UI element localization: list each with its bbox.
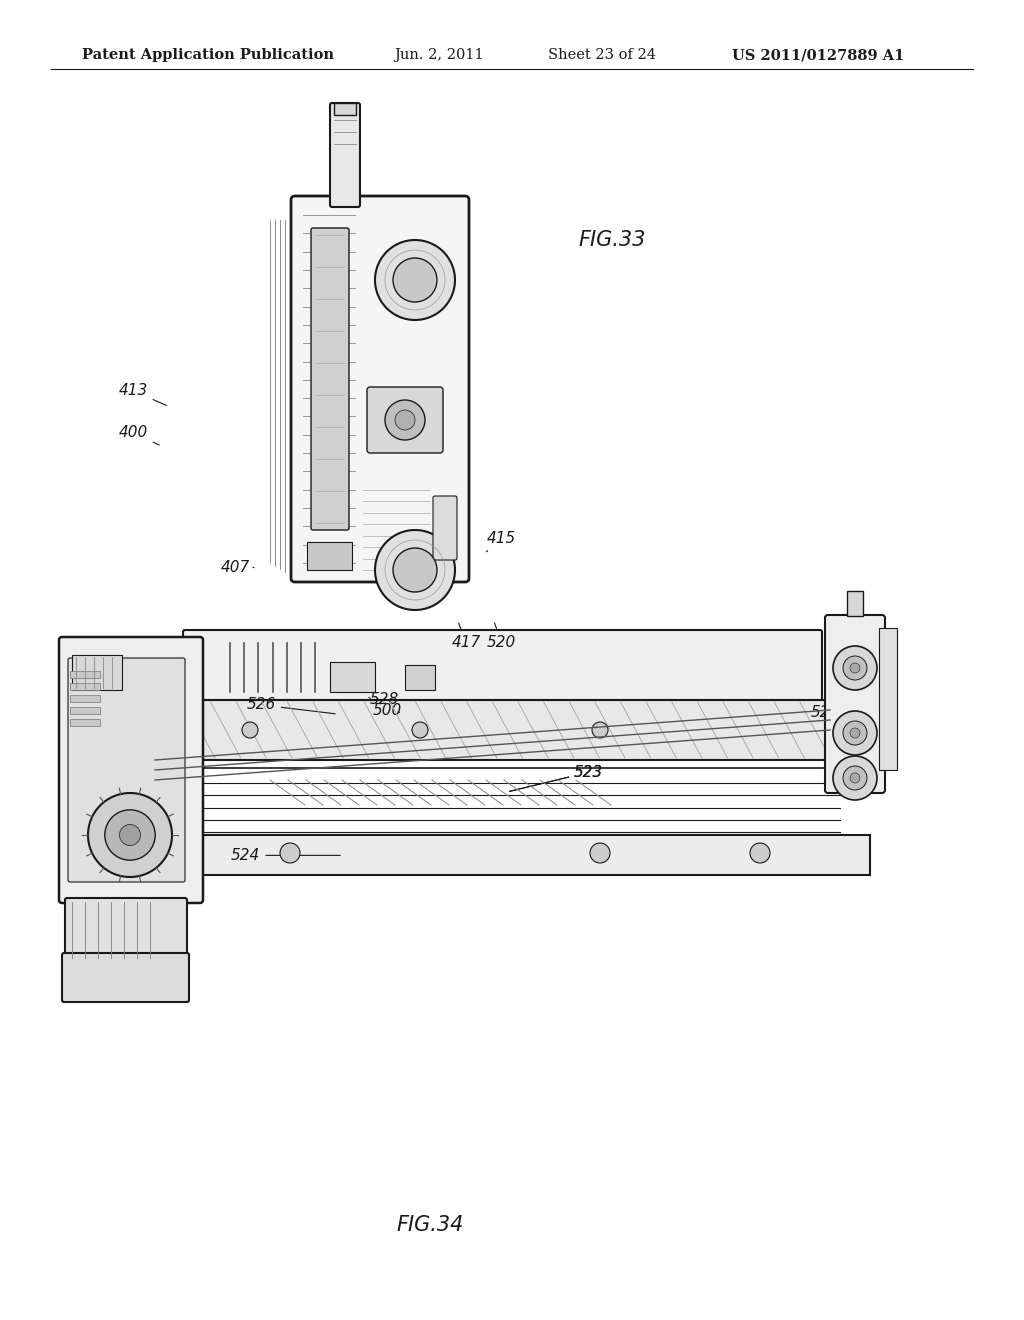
- Text: 400: 400: [119, 425, 160, 445]
- Circle shape: [375, 240, 455, 319]
- Circle shape: [592, 722, 608, 738]
- Circle shape: [393, 257, 437, 302]
- Circle shape: [590, 843, 610, 863]
- Bar: [70, 696, 100, 702]
- Circle shape: [104, 809, 156, 861]
- Circle shape: [412, 722, 428, 738]
- FancyBboxPatch shape: [367, 387, 443, 453]
- Bar: [847, 591, 863, 616]
- Text: 526: 526: [247, 697, 335, 714]
- Circle shape: [850, 774, 860, 783]
- Text: 522: 522: [811, 700, 840, 721]
- Bar: [879, 628, 897, 770]
- Circle shape: [385, 400, 425, 440]
- Circle shape: [88, 793, 172, 876]
- Bar: [72, 655, 122, 690]
- FancyBboxPatch shape: [825, 615, 885, 793]
- Circle shape: [833, 756, 877, 800]
- FancyBboxPatch shape: [330, 103, 360, 207]
- FancyBboxPatch shape: [65, 898, 187, 962]
- Bar: [70, 719, 100, 726]
- Bar: [330, 663, 375, 692]
- Text: Patent Application Publication: Patent Application Publication: [82, 49, 334, 62]
- Text: 523: 523: [510, 764, 603, 792]
- Text: 415: 415: [486, 531, 516, 552]
- FancyBboxPatch shape: [59, 638, 203, 903]
- Circle shape: [395, 411, 415, 430]
- Bar: [70, 682, 100, 690]
- Text: 413: 413: [119, 383, 167, 405]
- Bar: [155, 700, 830, 760]
- Text: Jun. 2, 2011: Jun. 2, 2011: [394, 49, 484, 62]
- Circle shape: [280, 843, 300, 863]
- Circle shape: [843, 656, 867, 680]
- Circle shape: [850, 729, 860, 738]
- Circle shape: [242, 722, 258, 738]
- Text: Sheet 23 of 24: Sheet 23 of 24: [548, 49, 655, 62]
- Bar: [334, 103, 356, 115]
- FancyBboxPatch shape: [183, 630, 822, 702]
- FancyBboxPatch shape: [291, 195, 469, 582]
- Circle shape: [833, 645, 877, 690]
- Text: 526: 526: [247, 697, 335, 714]
- FancyBboxPatch shape: [62, 953, 189, 1002]
- Text: 528: 528: [370, 692, 399, 713]
- Circle shape: [120, 825, 140, 846]
- Circle shape: [375, 531, 455, 610]
- FancyBboxPatch shape: [68, 657, 185, 882]
- Circle shape: [833, 711, 877, 755]
- Circle shape: [850, 663, 860, 673]
- Text: 528: 528: [370, 692, 399, 713]
- Bar: [70, 671, 100, 678]
- Circle shape: [843, 721, 867, 744]
- Text: FIG.33: FIG.33: [579, 230, 646, 251]
- Circle shape: [843, 766, 867, 789]
- Text: 417: 417: [452, 623, 480, 651]
- FancyBboxPatch shape: [433, 496, 457, 560]
- Bar: [185, 836, 870, 875]
- Text: 523: 523: [510, 764, 603, 792]
- Text: 520: 520: [487, 623, 516, 651]
- Text: 500: 500: [369, 697, 401, 718]
- Bar: [406, 665, 435, 690]
- Circle shape: [393, 548, 437, 591]
- Text: 524: 524: [231, 847, 340, 863]
- Text: 407: 407: [221, 560, 254, 576]
- Bar: [70, 708, 100, 714]
- Circle shape: [750, 843, 770, 863]
- Text: US 2011/0127889 A1: US 2011/0127889 A1: [732, 49, 904, 62]
- Text: FIG.34: FIG.34: [396, 1214, 464, 1236]
- FancyBboxPatch shape: [311, 228, 349, 531]
- Text: 524: 524: [231, 847, 340, 863]
- Bar: [307, 543, 352, 570]
